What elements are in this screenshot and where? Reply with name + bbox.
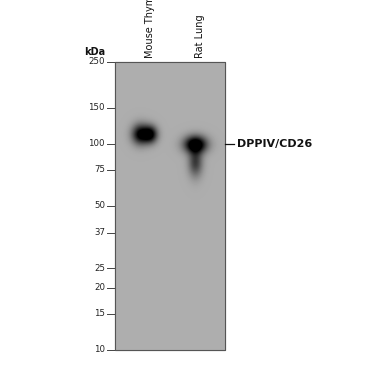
Text: DPPIV/CD26: DPPIV/CD26: [237, 139, 312, 149]
Text: 20: 20: [94, 284, 105, 292]
Text: 100: 100: [88, 140, 105, 148]
Text: 75: 75: [94, 165, 105, 174]
Text: kDa: kDa: [84, 47, 105, 57]
Text: 15: 15: [94, 309, 105, 318]
Text: 150: 150: [88, 103, 105, 112]
Text: 25: 25: [94, 264, 105, 273]
Text: 250: 250: [88, 57, 105, 66]
Text: Rat Lung: Rat Lung: [195, 14, 205, 58]
Bar: [115, 62, 225, 350]
Text: 50: 50: [94, 201, 105, 210]
Bar: [115, 62, 225, 350]
Text: 37: 37: [94, 228, 105, 237]
Text: Mouse Thymus: Mouse Thymus: [145, 0, 155, 58]
Text: 10: 10: [94, 345, 105, 354]
